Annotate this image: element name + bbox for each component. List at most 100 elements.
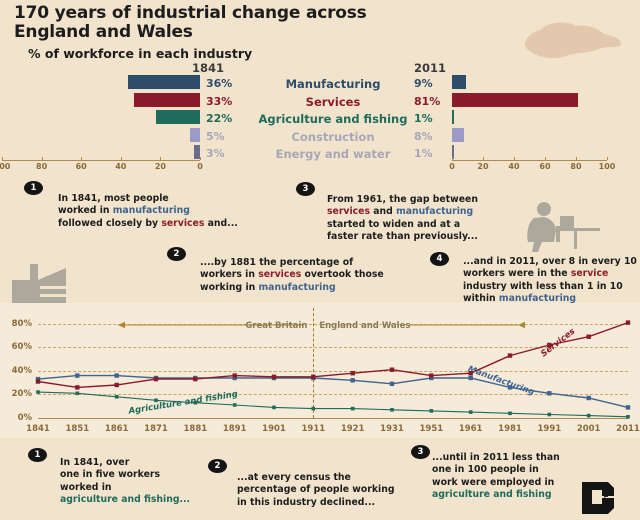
bar-left-tick [41, 157, 43, 160]
bar-pct-right-5: 1% [414, 147, 433, 160]
series-marker [154, 398, 158, 403]
bar-left-2 [134, 92, 200, 107]
bar-pct-right-3: 1% [414, 112, 433, 125]
bar-left-tick [120, 157, 122, 160]
series-marker [272, 405, 276, 410]
series-marker [586, 395, 591, 401]
bar-pct-left-4: 5% [206, 129, 225, 143]
series-marker [429, 409, 434, 413]
bar-right-tick [607, 157, 608, 160]
top-callout-bubble-3: 3 [296, 182, 315, 196]
series-marker [626, 415, 630, 419]
bottom-callout-bubble-3: 3 [411, 445, 430, 459]
industry-label-2: Services [305, 94, 361, 109]
series-marker [35, 379, 41, 384]
x-axis-tick-label: 1931 [380, 424, 404, 434]
bar-left-tick-label: 100 [0, 162, 11, 171]
series-marker [193, 400, 198, 405]
series-marker [625, 405, 631, 410]
x-axis-tick-label: 1951 [419, 424, 444, 434]
series-marker [271, 374, 277, 379]
series-marker [350, 371, 355, 376]
bottom-callout-text-1: In 1841, over one in five workers worked i… [60, 457, 191, 506]
bar-left-tick-label: 60 [75, 162, 87, 171]
series-marker [507, 353, 513, 358]
x-axis-tick-label: 1861 [104, 424, 129, 434]
series-marker [114, 382, 119, 388]
svg-text:Census: Census [602, 482, 610, 510]
x-axis-tick-label: 1921 [340, 424, 365, 434]
y-axis-tick-label: 80% [11, 318, 32, 329]
top-callout-text-2: ....by 1881 the percentage of workers in … [200, 257, 384, 293]
factory-icon [12, 264, 78, 308]
region-label-great-britain: Great Britain [245, 321, 308, 331]
uk-map-outline-icon [524, 22, 621, 59]
series-marker [350, 378, 355, 383]
bar-right-4 [452, 127, 465, 142]
line-chart-series [35, 320, 631, 419]
bar-pct-left-1: 36% [206, 77, 233, 90]
series-marker [429, 373, 434, 378]
bar-right-tick-label: 100 [598, 162, 616, 171]
series-marker [311, 406, 316, 411]
bar-right-tick [545, 157, 546, 160]
bar-pct-left-3: 22% [206, 112, 233, 125]
x-axis-tick-label: 1911 [301, 424, 326, 434]
england-wales-arrowhead [518, 321, 525, 329]
page-subtitle: % of workforce in each industry [28, 46, 253, 61]
x-axis-tick-label: 2011 [616, 424, 640, 434]
series-marker [547, 412, 552, 417]
series-marker [75, 391, 80, 396]
bar-right-tick [483, 157, 484, 160]
bottom-callout-bubble-2: 2 [208, 459, 227, 473]
y-gridline [38, 347, 628, 349]
series-marker [193, 376, 198, 382]
series-marker [508, 411, 512, 416]
bar-left-tick [81, 157, 83, 160]
bar-pct-left-2: 33% [206, 94, 233, 108]
office-worker-icon [527, 202, 600, 252]
y-gridline [38, 323, 628, 325]
top-callout-bubble-1: 1 [24, 181, 43, 195]
series-marker [468, 410, 473, 414]
series-marker [625, 320, 631, 325]
y-gridline [38, 394, 628, 396]
great-britain-arrowhead [118, 321, 125, 329]
series-marker [36, 390, 40, 394]
bar-right-tick-label: 60 [539, 162, 551, 171]
series-marker [389, 367, 395, 372]
region-boundary-divider [313, 308, 315, 418]
bar-left-1 [128, 75, 200, 89]
bar-left-tick-label: 80 [36, 162, 48, 171]
region-label-england-wales: England and Wales [319, 321, 411, 331]
top-callout-bubble-4: 4 [430, 252, 449, 266]
series-marker [468, 371, 473, 376]
series-marker [153, 376, 159, 382]
x-axis-tick-label: 1841 [26, 424, 50, 434]
y-axis-tick-label: 0% [17, 413, 32, 423]
x-axis-tick-label: 1981 [498, 424, 522, 434]
series-marker [350, 406, 355, 411]
bar-right-tick-label: 40 [508, 162, 520, 171]
y-axis-tick-label: 20% [11, 389, 32, 400]
bar-pct-right-4: 8% [414, 129, 433, 143]
y-axis-tick-label: 60% [11, 342, 32, 353]
bar-right-tick [514, 157, 515, 160]
bar-right-tick [452, 157, 453, 160]
bottom-callout-bubble-1: 1 [28, 448, 47, 462]
y-axis-tick-label: 40% [11, 365, 32, 376]
bar-left-tick-label: 20 [154, 162, 166, 171]
series-marker [390, 408, 394, 412]
series-marker [35, 376, 41, 382]
series-marker [547, 391, 552, 396]
series-marker [547, 342, 552, 348]
series-marker [311, 374, 316, 379]
x-axis-tick-label: 2001 [576, 424, 601, 434]
bar-left-4 [190, 127, 200, 142]
x-axis-tick-label: 1991 [537, 424, 562, 434]
series-marker [232, 373, 237, 378]
line-chart-panel [0, 303, 640, 438]
bar-left-tick [200, 157, 201, 160]
bar-pct-left-5: 3% [206, 147, 225, 160]
